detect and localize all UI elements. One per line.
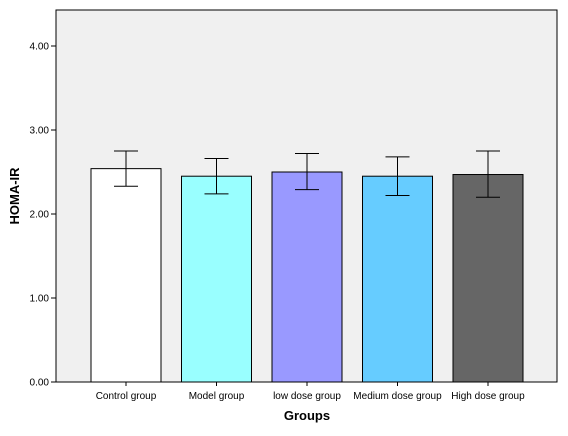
bar: [181, 175, 252, 383]
bar: [452, 174, 524, 383]
y-tick-label: 3.00: [30, 126, 50, 137]
error-bar: [204, 158, 229, 195]
y-tick-label: 0.00: [30, 378, 50, 389]
x-tick-label: Control group: [96, 391, 157, 402]
x-tick-label: low dose group: [273, 391, 341, 402]
error-bar: [114, 150, 138, 187]
bars: [90, 150, 524, 383]
x-tick-label: Model group: [189, 391, 245, 402]
error-bar: [476, 150, 500, 198]
y-tick-label: 2.00: [30, 210, 50, 221]
y-axis: 0.00 1.00 2.00 3.00 4.00: [30, 42, 56, 389]
bar: [271, 171, 343, 383]
error-bar: [295, 153, 319, 191]
y-tick-label: 4.00: [30, 42, 50, 53]
bar: [90, 168, 162, 383]
x-tick-label: Medium dose group: [353, 391, 442, 402]
bar: [362, 175, 433, 383]
error-bar: [385, 156, 410, 197]
x-axis-title: Groups: [284, 408, 330, 423]
x-tick-label: High dose group: [451, 391, 525, 402]
x-axis: Control group Model group low dose group Me…: [96, 382, 525, 402]
y-tick-label: 1.00: [30, 294, 50, 305]
y-axis-title: HOMA-IR: [7, 167, 22, 225]
